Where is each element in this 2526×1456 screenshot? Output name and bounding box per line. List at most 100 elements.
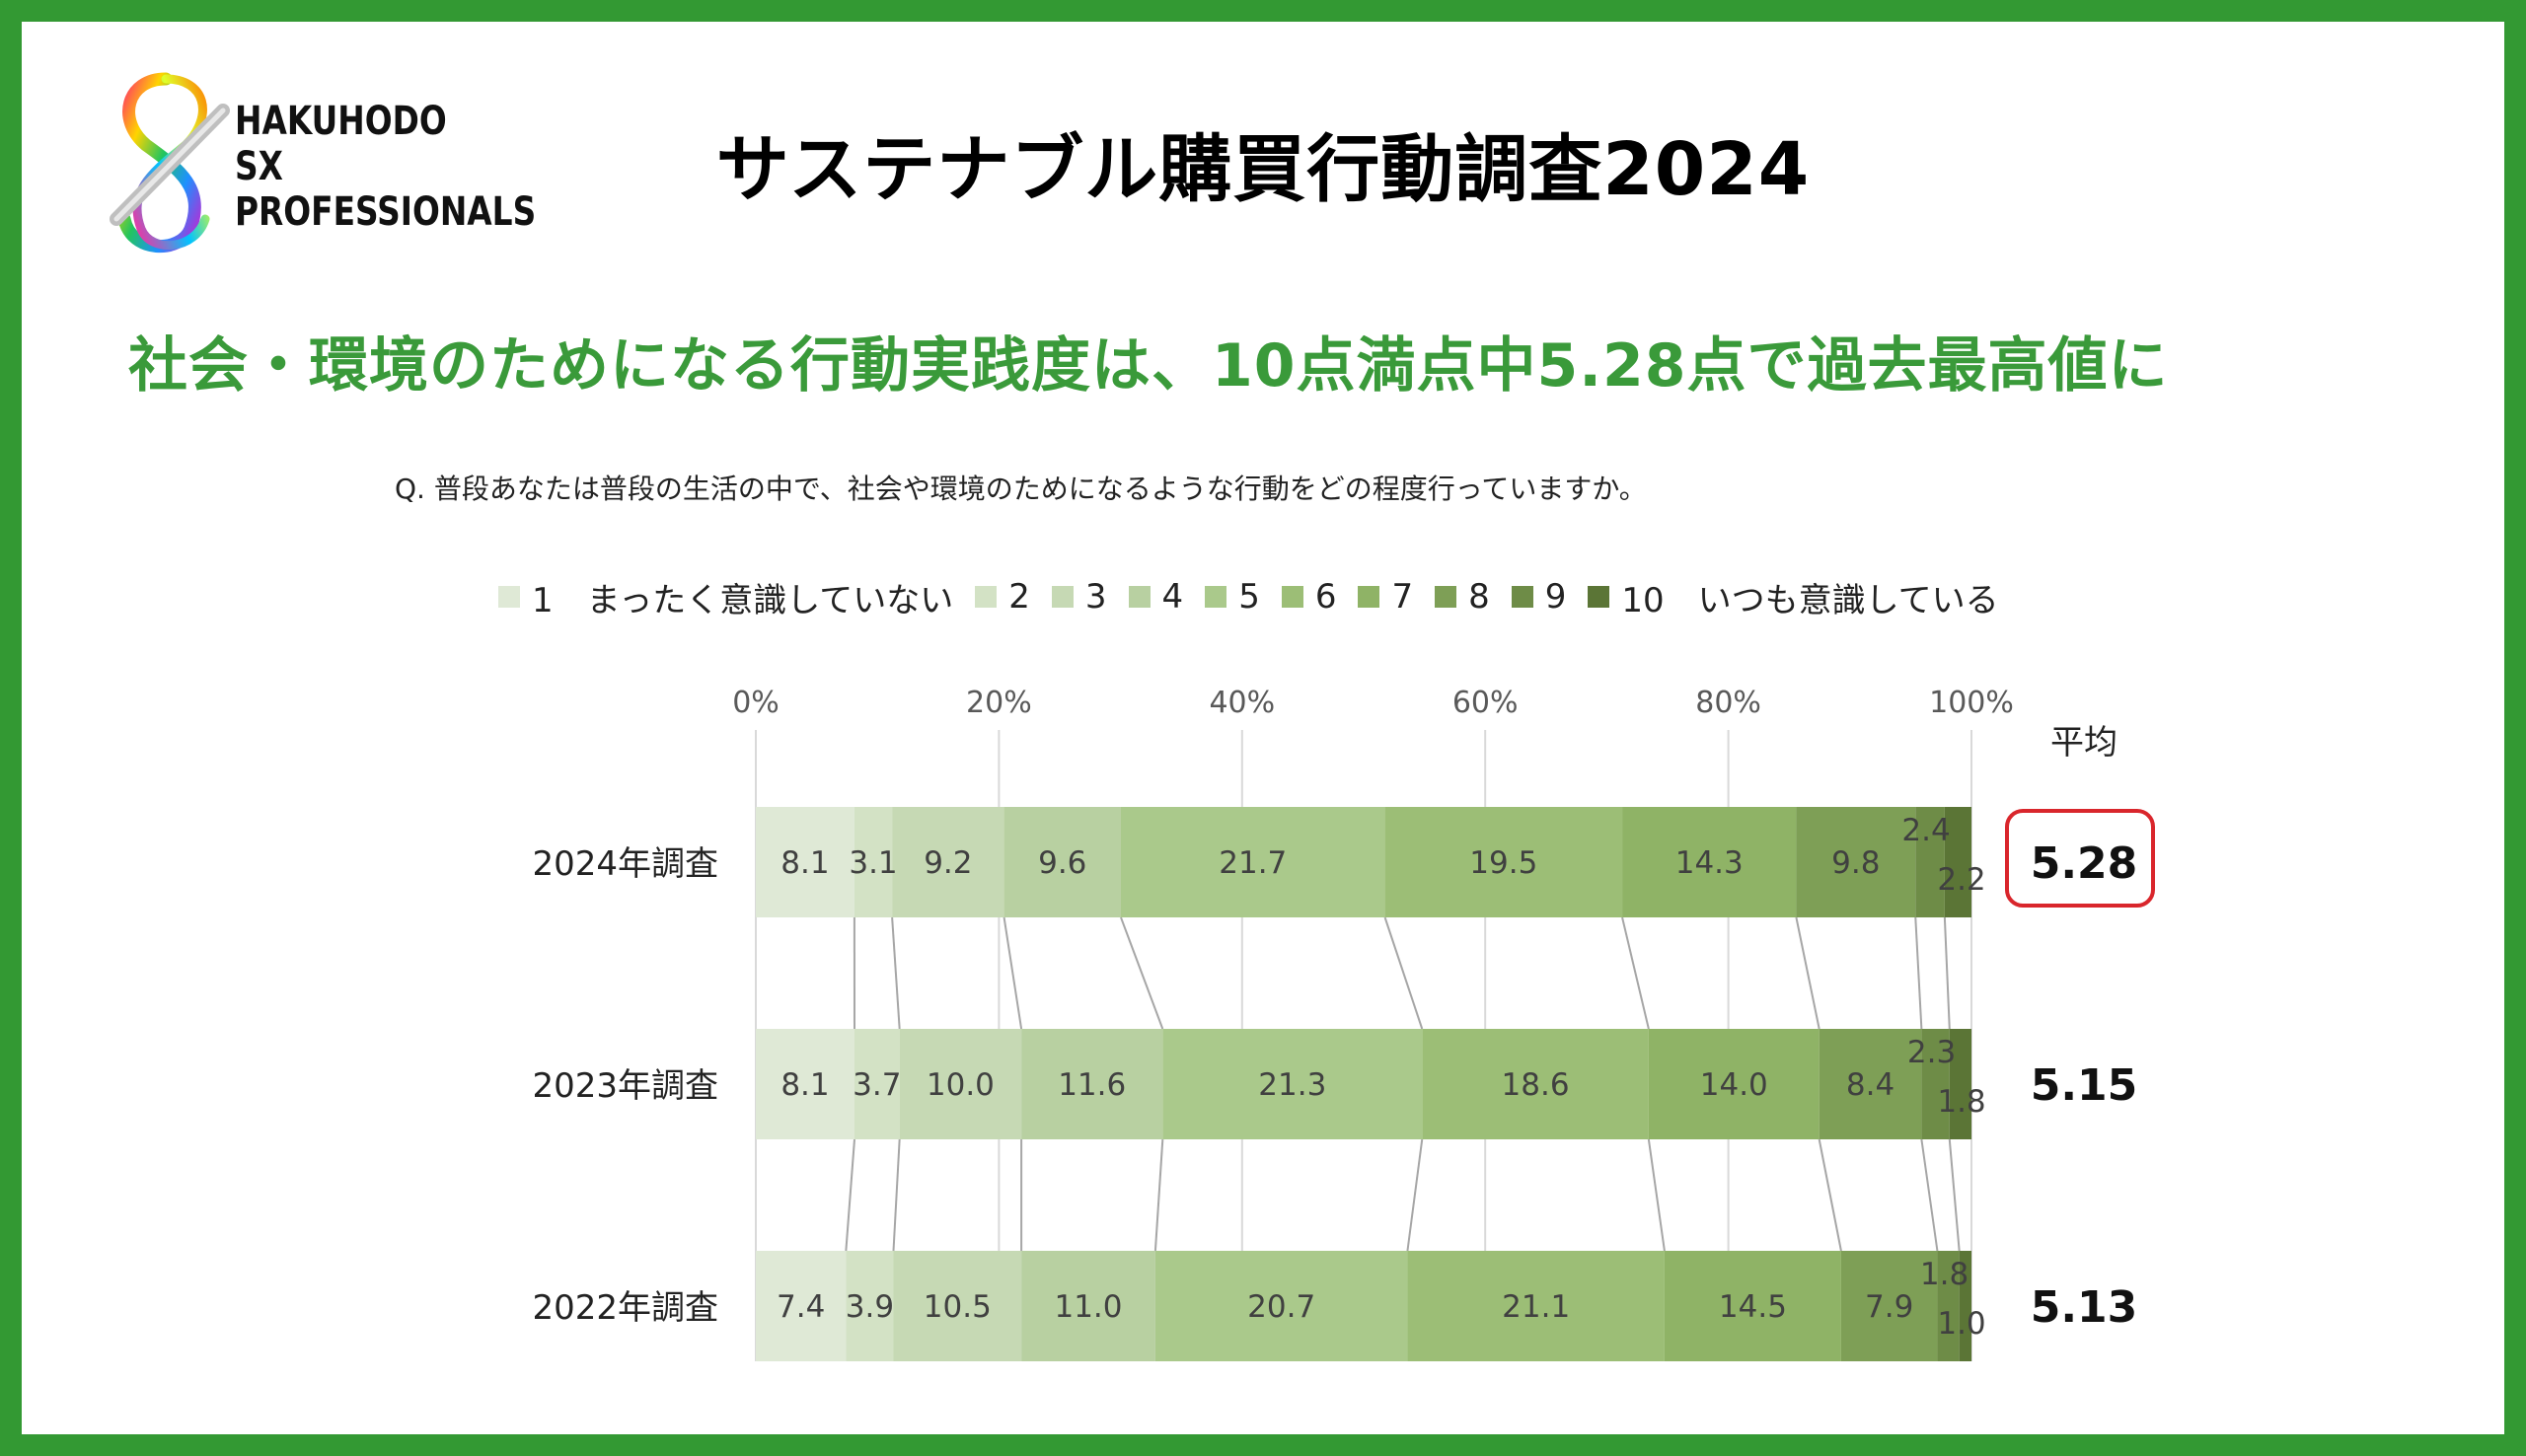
bar-segment: [892, 807, 1004, 917]
data-label: 11.6: [1058, 1067, 1126, 1103]
data-label: 21.3: [1258, 1067, 1326, 1103]
bar-segment: [1840, 1251, 1938, 1361]
x-tick-label: 40%: [1209, 686, 1275, 720]
legend-item-3: 3: [1051, 577, 1107, 617]
data-label: 11.0: [1054, 1289, 1122, 1325]
legend-label: 1 まったく意識していない: [532, 580, 954, 620]
legend-item-4: 4: [1128, 577, 1184, 617]
survey-question: Q. 普段あなたは普段の生活の中で、社会や環境のためになるような行動をどの程度行…: [395, 473, 1647, 505]
average-highlight-box: [2005, 809, 2155, 908]
series-connector-line: [1943, 916, 1951, 1030]
legend-item-5: 5: [1205, 577, 1260, 617]
x-tick-label: 60%: [1452, 686, 1519, 720]
legend-label: 5: [1238, 577, 1260, 617]
data-label: 1.8: [1937, 1084, 1985, 1120]
bar-segment: [1422, 1029, 1649, 1139]
bar-segment: [1003, 807, 1121, 917]
data-label: 14.3: [1675, 845, 1744, 881]
category-label: 2024年調査: [532, 844, 718, 884]
series-connector-line: [891, 916, 901, 1030]
data-label: 9.6: [1038, 845, 1086, 881]
category-label: 2023年調査: [532, 1066, 718, 1106]
data-label: 18.6: [1502, 1067, 1570, 1103]
page-title: サステナブル購買行動調査2024: [715, 127, 1811, 212]
legend-swatch: [1128, 586, 1151, 608]
average-value: 5.13: [2031, 1282, 2138, 1333]
bar-segment: [756, 1029, 854, 1139]
legend-swatch: [498, 586, 520, 608]
data-label: 7.9: [1865, 1289, 1913, 1325]
data-label: 1.8: [1920, 1257, 1969, 1292]
bar-segment: [1664, 1251, 1841, 1361]
bar-segment: [1796, 807, 1916, 917]
bar-segment: [756, 807, 854, 917]
logo-mark-icon: [110, 72, 230, 254]
chart-legend: 1 まったく意識していない 2 3 4 5 6 7 8 9 10 いつも意識している: [498, 572, 2021, 621]
average-header: 平均: [2050, 723, 2117, 763]
series-connector-line: [1153, 1138, 1164, 1252]
series-connector-line: [1003, 916, 1023, 1030]
data-label: 21.7: [1219, 845, 1287, 881]
bar-segment: [1021, 1029, 1163, 1139]
legend-swatch: [1435, 586, 1457, 608]
data-label: 8.1: [780, 845, 829, 881]
data-label: 10.5: [924, 1289, 992, 1325]
bar-segment: [893, 1251, 1022, 1361]
bar-segment: [1921, 1029, 1950, 1139]
series-connector-line: [1818, 1138, 1842, 1252]
data-label: 9.8: [1831, 845, 1880, 881]
bar-segment: [1622, 807, 1797, 917]
x-tick-label: 0%: [732, 686, 780, 720]
legend-swatch: [1205, 586, 1227, 608]
legend-swatch: [1511, 586, 1533, 608]
legend-label: 9: [1544, 577, 1567, 617]
bar-segment: [854, 1029, 900, 1139]
logo-line2: SX: [235, 144, 283, 189]
logo-line3: PROFESSIONALS: [235, 189, 537, 235]
legend-label: 4: [1161, 577, 1184, 617]
data-label: 19.5: [1469, 845, 1537, 881]
series-connector-line: [1920, 1138, 1939, 1252]
series-connector-line: [845, 1138, 855, 1252]
legend-swatch: [1588, 586, 1610, 608]
legend-swatch: [1051, 586, 1074, 608]
legend-swatch: [975, 586, 998, 608]
x-tick-label: 80%: [1695, 686, 1761, 720]
legend-label: 2: [1008, 577, 1030, 617]
bar-segment: [1021, 1251, 1155, 1361]
legend-swatch: [1358, 586, 1380, 608]
data-label: 3.9: [846, 1289, 894, 1325]
series-connector-line: [1948, 1138, 1961, 1252]
legend-item-8: 8: [1435, 577, 1490, 617]
bar-segment: [1944, 807, 1971, 917]
data-label: 1.0: [1937, 1306, 1985, 1342]
legend-label: 8: [1468, 577, 1490, 617]
company-logo: HAKUHODO SX PROFESSIONALS: [97, 71, 536, 258]
legend-item-6: 6: [1281, 577, 1337, 617]
legend-label: 7: [1391, 577, 1414, 617]
logo-line1: HAKUHODO: [235, 99, 447, 144]
bar-segment: [1937, 1251, 1960, 1361]
data-label: 2.3: [1907, 1035, 1956, 1070]
legend-label: 6: [1314, 577, 1337, 617]
series-connector-line: [1914, 916, 1923, 1030]
data-label: 8.1: [780, 1067, 829, 1103]
data-label: 21.1: [1502, 1289, 1570, 1325]
bar-segment: [899, 1029, 1022, 1139]
x-tick-label: 100%: [1929, 686, 2014, 720]
series-connector-line: [1406, 1138, 1424, 1252]
data-label: 20.7: [1247, 1289, 1315, 1325]
series-connector-line: [1621, 916, 1650, 1030]
series-connector-line: [1120, 916, 1164, 1030]
data-label: 2.4: [1901, 813, 1950, 848]
average-value: 5.28: [2031, 838, 2138, 889]
headline: 社会・環境のためになる行動実践度は、10点満点中5.28点で過去最高値に: [128, 331, 2169, 400]
data-label: 9.2: [924, 845, 972, 881]
legend-item-9: 9: [1511, 577, 1567, 617]
legend-item-1: 1 まったく意識していない: [498, 573, 953, 621]
series-connector-line: [1795, 916, 1820, 1030]
series-connector-line: [892, 1138, 901, 1252]
bar-segment: [1407, 1251, 1665, 1361]
